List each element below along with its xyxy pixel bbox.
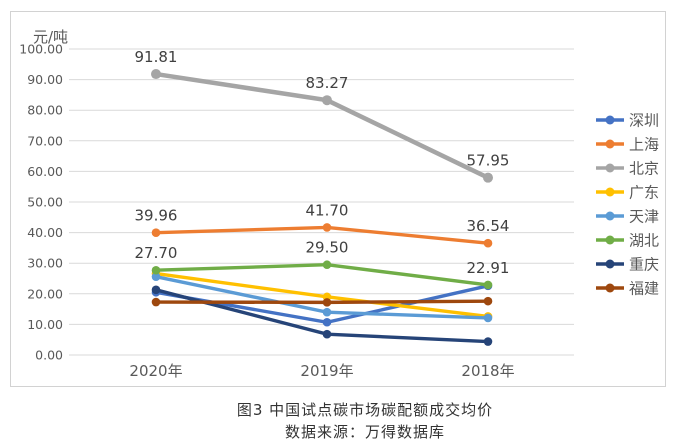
data-label-beijing: 83.27 — [306, 74, 349, 92]
legend-label-shenzhen: 深圳 — [629, 112, 659, 130]
data-label-shanghai: 36.54 — [467, 217, 510, 235]
series-point-beijing — [322, 95, 332, 106]
series-point-chongqing — [483, 337, 493, 346]
y-tick-label: 70.00 — [27, 133, 63, 148]
y-tick-label: 90.00 — [27, 72, 63, 87]
legend-marker-shenzhen — [605, 115, 615, 125]
legend-marker-beijing — [605, 163, 615, 173]
data-label-hubei: 29.50 — [306, 239, 349, 257]
series-line-fujian — [154, 299, 490, 305]
series-point-shanghai — [483, 238, 493, 248]
series-point-tianjin — [483, 313, 493, 323]
series-point-shanghai — [322, 223, 332, 232]
legend-label-beijing: 北京 — [629, 160, 659, 178]
series-point-chongqing — [151, 285, 161, 295]
legend-marker-shanghai — [605, 139, 615, 149]
y-tick-label: 20.00 — [27, 286, 63, 301]
data-label-beijing: 91.81 — [135, 48, 178, 66]
legend-label-chongqing: 重庆 — [629, 256, 659, 274]
legend-marker-fujian — [605, 283, 615, 293]
series-point-fujian — [483, 296, 493, 306]
x-tick-label: 2020年 — [129, 362, 182, 380]
data-label-hubei: 22.91 — [467, 259, 510, 277]
data-label-shanghai: 39.96 — [135, 207, 178, 225]
x-tick-label: 2018年 — [461, 362, 514, 380]
series-point-hubei — [483, 280, 493, 290]
y-tick-label: 40.00 — [27, 225, 63, 240]
legend-label-tianjin: 天津 — [629, 208, 659, 226]
legend-label-guangdong: 广东 — [629, 184, 659, 202]
legend-marker-tianjin — [605, 211, 615, 221]
legend-marker-chongqing — [605, 259, 615, 269]
series-point-beijing — [483, 172, 493, 183]
series-point-hubei — [322, 260, 332, 270]
series-point-fujian — [151, 297, 161, 307]
y-axis-unit-label: 元/吨 — [33, 28, 68, 46]
figure-caption: 图3 中国试点碳市场碳配额成交均价 数据来源：万得数据库 — [38, 399, 692, 443]
caption-title: 图3 中国试点碳市场碳配额成交均价 — [236, 401, 494, 419]
series-point-tianjin — [322, 307, 332, 317]
data-label-hubei: 27.70 — [135, 244, 178, 262]
series-point-shanghai — [151, 228, 161, 238]
legend-label-shanghai: 上海 — [629, 136, 659, 154]
series-point-tianjin — [151, 272, 161, 281]
x-tick-label: 2019年 — [300, 362, 353, 380]
data-label-shanghai: 41.70 — [306, 201, 349, 219]
y-tick-label: 60.00 — [27, 164, 63, 179]
caption-source: 数据来源：万得数据库 — [284, 423, 445, 441]
series-point-fujian — [322, 298, 332, 307]
line-chart: 100.00 90.00 80.00 70.00 60.00 50.00 40.00 30.0… — [19, 28, 659, 380]
series-point-shenzhen — [322, 317, 332, 327]
y-tick-label: 80.00 — [27, 103, 63, 118]
y-tick-label: 0.00 — [35, 348, 63, 363]
data-label-beijing: 57.95 — [467, 152, 510, 170]
legend-marker-hubei — [605, 235, 615, 245]
y-tick-label: 10.00 — [27, 317, 63, 332]
y-tick-label: 100.00 — [19, 42, 63, 57]
legend-marker-guangdong — [605, 187, 615, 197]
legend-label-hubei: 湖北 — [629, 232, 659, 250]
series-point-beijing — [151, 69, 161, 80]
y-tick-label: 30.00 — [27, 256, 63, 271]
series-point-hubei — [151, 265, 161, 275]
series-point-chongqing — [322, 329, 332, 339]
legend-label-fujian: 福建 — [629, 280, 659, 298]
y-tick-label: 50.00 — [27, 195, 63, 210]
chart-area: 100.00 90.00 80.00 70.00 60.00 50.00 40.00 30.0… — [10, 11, 666, 387]
